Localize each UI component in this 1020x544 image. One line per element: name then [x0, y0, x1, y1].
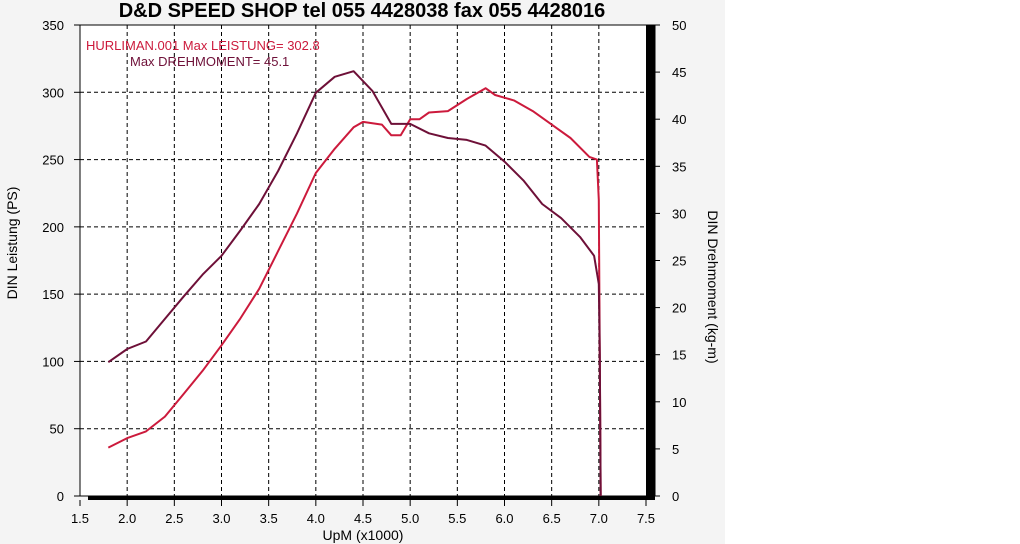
x-axis-bar — [88, 496, 655, 500]
x-tick-label: 6.0 — [495, 511, 513, 526]
y-left-tick-label: 200 — [42, 220, 64, 235]
y-right-tick-label: 5 — [672, 442, 679, 457]
y-right-tick-label: 15 — [672, 348, 686, 363]
tick-labels: 1.5 2.0 2.5 3.0 3.5 4.0 4.5 5.0 5.5 6.0 6.5 7.0 7.5 0… — [42, 18, 686, 526]
y-right-tick-label: 45 — [672, 65, 686, 80]
dyno-chart: D&D SPEED SHOP tel 055 4428038 fax 055 4… — [4, 0, 721, 543]
y-right-tick-label: 10 — [672, 395, 686, 410]
annotation-max-leistung: HURLIMAN.001 Max LEISTUNG= 302.8 — [86, 38, 320, 53]
y-left-tick-label: 0 — [57, 489, 64, 504]
x-tick-label: 3.0 — [212, 511, 230, 526]
x-tick-label: 6.5 — [543, 511, 561, 526]
y-left-tick-label: 300 — [42, 85, 64, 100]
x-tick-label: 4.0 — [307, 511, 325, 526]
right-axis-bar — [646, 25, 655, 500]
annotation-max-drehmoment: Max DREHMOMENT= 45.1 — [130, 54, 289, 69]
x-tick-label: 1.5 — [71, 511, 89, 526]
series-line-drehmoment — [107, 70, 602, 497]
series-line-leistung — [107, 87, 602, 497]
y-right-tick-label: 0 — [672, 489, 679, 504]
x-tick-label: 4.5 — [354, 511, 372, 526]
dyno-chart-panel: D&D SPEED SHOP tel 055 4428038 fax 055 4… — [0, 0, 725, 544]
y-axis-left-title: DIN Leistung (PS) — [4, 187, 20, 300]
x-tick-label: 2.5 — [165, 511, 183, 526]
x-axis-title: UpM (x1000) — [323, 527, 404, 543]
series-lines — [107, 70, 602, 497]
x-tick-label: 2.0 — [118, 511, 136, 526]
y-left-tick-label: 100 — [42, 354, 64, 369]
y-axis-right-title: DIN Drehmoment (kg-m) — [705, 210, 721, 363]
x-tick-label: 7.0 — [590, 511, 608, 526]
y-right-tick-label: 40 — [672, 112, 686, 127]
y-left-tick-label: 50 — [50, 422, 64, 437]
y-right-tick-label: 50 — [672, 18, 686, 33]
x-tick-label: 5.5 — [448, 511, 466, 526]
grid-lines — [80, 25, 646, 496]
plot-area — [79, 24, 656, 497]
x-tick-label: 7.5 — [637, 511, 655, 526]
y-left-tick-label: 350 — [42, 18, 64, 33]
y-right-tick-label: 30 — [672, 206, 686, 221]
y-right-tick-label: 25 — [672, 254, 686, 269]
y-left-tick-label: 150 — [42, 287, 64, 302]
y-right-tick-label: 35 — [672, 159, 686, 174]
chart-title: D&D SPEED SHOP tel 055 4428038 fax 055 4… — [119, 0, 606, 22]
x-tick-label: 5.0 — [401, 511, 419, 526]
y-right-tick-label: 20 — [672, 301, 686, 316]
y-left-tick-label: 250 — [42, 153, 64, 168]
x-tick-label: 3.5 — [260, 511, 278, 526]
